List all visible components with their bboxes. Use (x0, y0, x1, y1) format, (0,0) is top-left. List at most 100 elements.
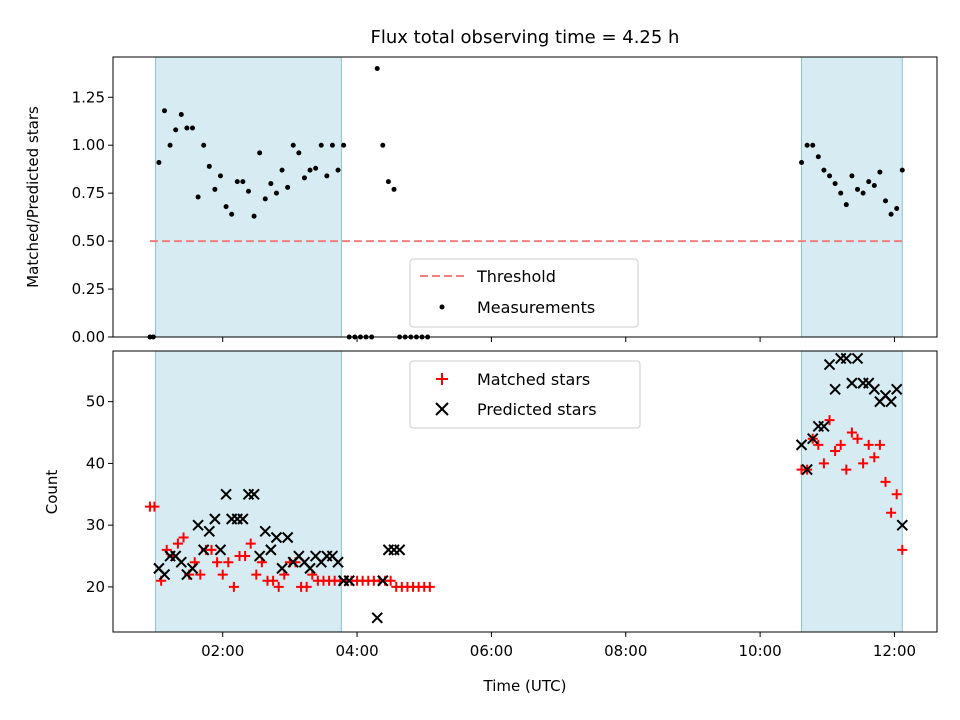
matched-star-point (268, 575, 279, 586)
matched-star-point (195, 569, 206, 580)
matched-star-point (874, 439, 885, 450)
measurement-point (324, 173, 330, 179)
matched-star-point (824, 415, 835, 426)
bottom-y-tick-label: 20 (86, 578, 105, 596)
matched-star-point (273, 581, 284, 592)
predicted-star-point (343, 575, 355, 587)
bottom-y-tick-label: 50 (86, 393, 105, 411)
top-shaded-interval-2 (801, 56, 903, 338)
predicted-star-point (209, 513, 221, 525)
measurement-point (240, 179, 246, 185)
matched-star-point (835, 439, 846, 450)
predicted-star-point (214, 544, 227, 556)
matched-star-point (886, 507, 897, 518)
predicted-star-point (270, 531, 283, 544)
predicted-star-point (253, 550, 266, 562)
predicted-star-point (840, 352, 853, 365)
bottom-x-tick-label: 04:00 (335, 642, 378, 660)
measurement-point (156, 159, 162, 165)
matched-star-point (149, 501, 160, 512)
top-chart-title: Flux total observing time = 4.25 h (371, 27, 680, 48)
matched-star-point (818, 458, 829, 469)
measurement-point (341, 142, 347, 148)
predicted-star-point (896, 519, 909, 531)
matched-star-point (869, 452, 880, 463)
top-y-tick-label: 0.50 (72, 232, 105, 250)
predicted-star-point (186, 562, 199, 575)
bottom-plot-frame (112, 350, 938, 633)
top-y-tick-label: 1.00 (72, 136, 105, 154)
measurement-point (335, 167, 341, 173)
top-measurement-points (147, 66, 905, 340)
measurement-point (301, 175, 307, 181)
legend-measurements-label: Measurements (477, 298, 595, 317)
predicted-star-point (158, 568, 171, 581)
bottom-x-tick-label: 02:00 (201, 642, 244, 660)
predicted-star-point (890, 383, 903, 395)
measurement-point (251, 213, 257, 219)
measurement-point (318, 142, 324, 148)
measurement-point (810, 142, 816, 148)
predicted-star-point (801, 463, 813, 476)
measurement-point (307, 167, 313, 173)
matched-star-point (217, 569, 228, 580)
measurement-point (883, 198, 888, 204)
matched-star-point (240, 551, 251, 562)
matched-star-point (245, 538, 256, 549)
bottom-axes: 20 30 40 50 02:00 04:00 06:00 08:00 10:00 12:00 (86, 393, 916, 660)
measurement-point (329, 142, 335, 148)
matched-star-point (813, 439, 824, 450)
measurement-point (832, 181, 838, 187)
measurement-point (195, 194, 201, 200)
matched-star-point (852, 433, 863, 444)
measurement-point (871, 182, 877, 188)
measurement-point (290, 142, 296, 148)
measurement-point (201, 142, 207, 148)
measurement-point (894, 206, 900, 212)
matched-star-point (172, 538, 183, 549)
bottom-y-tick-label: 40 (86, 454, 105, 472)
predicted-star-point (203, 525, 215, 538)
predicted-star-point (265, 544, 277, 556)
predicted-star-point (192, 519, 204, 531)
predicted-star-point (868, 383, 881, 395)
bottom-predicted-points (153, 352, 909, 624)
predicted-star-point (276, 562, 288, 575)
matched-star-point (858, 458, 869, 469)
predicted-star-point (795, 439, 808, 451)
bottom-y-axis-label: Count (43, 470, 61, 515)
measurement-point (815, 154, 821, 160)
measurement-point (245, 188, 251, 194)
measurement-point (212, 186, 218, 192)
measurement-point (167, 142, 173, 148)
measurement-point (866, 179, 872, 185)
top-shaded-interval-1 (155, 56, 342, 338)
top-plot-frame (112, 56, 938, 338)
predicted-star-point (829, 383, 841, 395)
bottom-x-tick-label: 12:00 (873, 642, 916, 660)
measurement-point (799, 159, 805, 165)
predicted-star-point (237, 513, 249, 525)
bottom-shaded-interval-1 (155, 350, 342, 633)
measurement-point (257, 150, 263, 156)
predicted-star-point (371, 612, 383, 624)
measurement-point (173, 127, 179, 133)
matched-star-point (212, 557, 223, 568)
measurement-point (273, 190, 279, 196)
predicted-star-point (393, 544, 406, 556)
measurement-point (178, 112, 184, 118)
measurement-point (184, 125, 190, 131)
legend-threshold-label: Threshold (476, 267, 556, 286)
measurement-point (217, 173, 223, 179)
measurement-point (888, 211, 894, 217)
measurement-point (838, 190, 844, 196)
bottom-x-tick-label: 08:00 (604, 642, 647, 660)
predicted-star-point (248, 488, 260, 500)
matched-star-point (206, 544, 217, 555)
top-y-tick-label: 0.25 (72, 280, 105, 298)
matched-star-point (880, 476, 891, 487)
top-y-tick-label: 0.75 (72, 184, 105, 202)
legend-predicted-label: Predicted stars (477, 400, 597, 419)
bottom-x-axis-label: Time (UTC) (483, 677, 567, 695)
